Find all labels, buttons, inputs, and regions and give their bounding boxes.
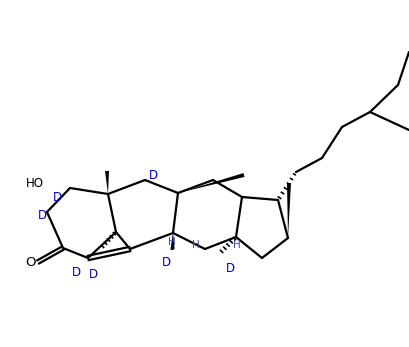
Text: D: D	[71, 265, 80, 279]
Polygon shape	[286, 183, 290, 238]
Text: H: H	[168, 237, 175, 247]
Polygon shape	[178, 173, 244, 193]
Text: D: D	[225, 262, 234, 274]
Polygon shape	[170, 233, 173, 250]
Text: D: D	[37, 209, 47, 221]
Text: H: H	[233, 240, 240, 250]
Text: HO: HO	[26, 177, 44, 189]
Polygon shape	[105, 171, 109, 194]
Text: O: O	[26, 255, 36, 269]
Text: D: D	[161, 255, 170, 269]
Polygon shape	[171, 233, 174, 249]
Text: D: D	[88, 269, 97, 281]
Text: D: D	[148, 169, 157, 181]
Text: D: D	[52, 191, 61, 203]
Text: H: H	[192, 240, 200, 250]
